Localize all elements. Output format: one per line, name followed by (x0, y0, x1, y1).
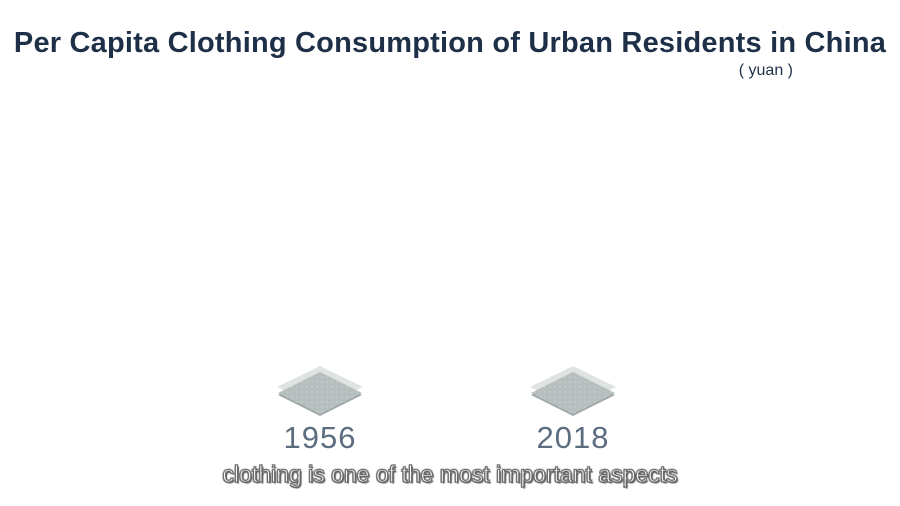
unit-label: ( yuan ) (738, 62, 793, 79)
isometric-platform-icon (277, 366, 363, 416)
isometric-platform-icon (530, 366, 616, 416)
platform-top-texture (278, 372, 362, 414)
year-label-1956: 1956 (283, 420, 357, 455)
platform-group-2018: 2018 (525, 366, 621, 456)
platform-group-1956: 1956 (272, 366, 368, 456)
subtitle-caption: clothing is one of the most important as… (222, 461, 678, 488)
year-label-2018: 2018 (536, 420, 610, 455)
chart-title: Per Capita Clothing Consumption of Urban… (13, 27, 887, 59)
platform-top-texture (531, 372, 615, 414)
